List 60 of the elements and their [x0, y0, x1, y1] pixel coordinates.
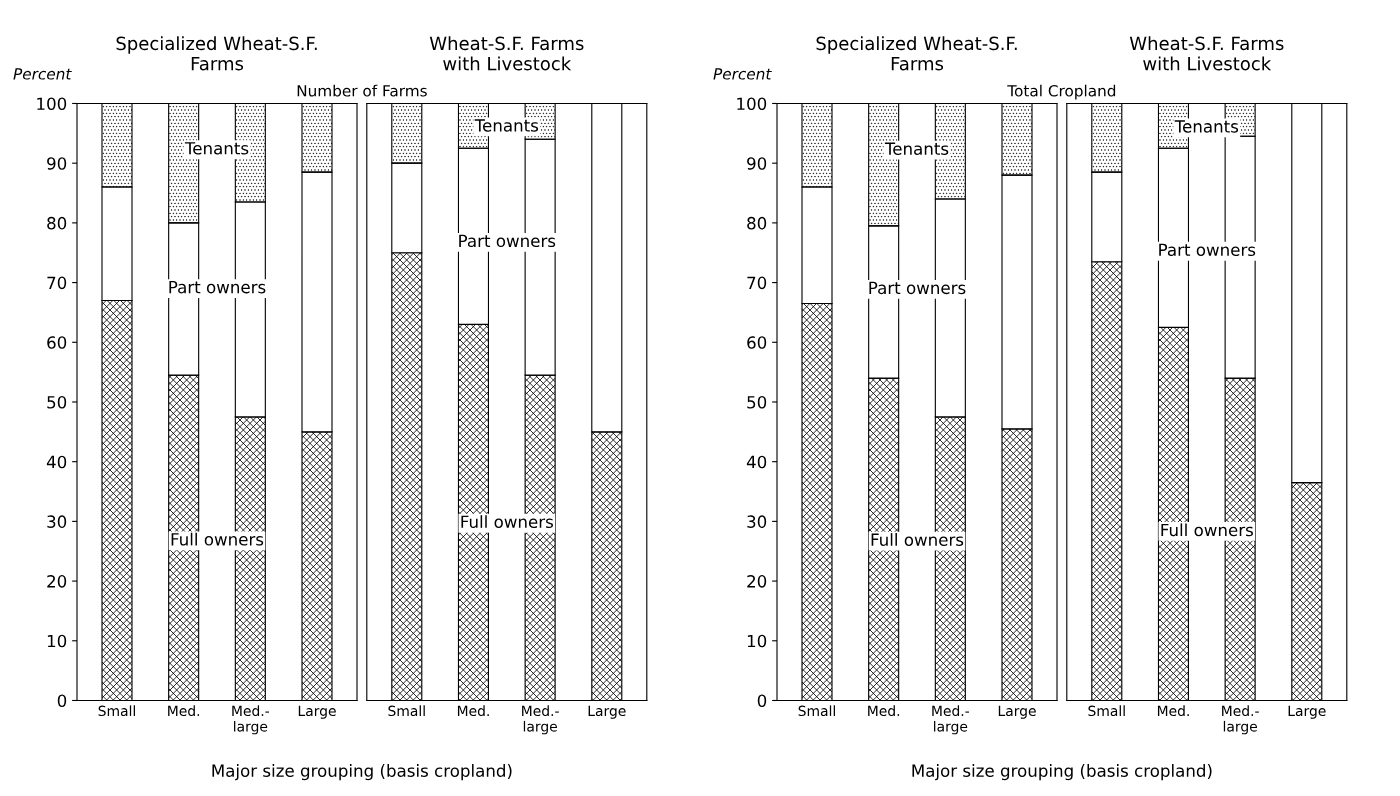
y-tick-label: 30 [747, 515, 767, 528]
x-tick-label: Med.- large [1222, 705, 1259, 735]
y-axis-title: Percent [13, 68, 72, 80]
x-tick-label: Med. [868, 705, 900, 717]
y-tick-label: 0 [757, 694, 767, 708]
series-label: Tenants [474, 119, 539, 132]
y-tick-label: 70 [747, 276, 767, 290]
chart-title: Wheat-S.F. Farms with Livestock [429, 36, 584, 71]
y-tick-label: 60 [47, 336, 67, 349]
chart-subtitle: Total Cropland [1007, 84, 1116, 100]
y-tick-label: 20 [47, 575, 67, 588]
y-tick-label: 100 [737, 97, 767, 111]
x-tick-label: Med. [1157, 705, 1189, 717]
x-tick-label: Med. [168, 705, 200, 717]
y-tick-label: 40 [746, 455, 767, 469]
x-tick-label: Large [998, 705, 1036, 719]
y-tick-label: 90 [747, 157, 767, 170]
y-tick-label: 70 [47, 276, 67, 290]
y-tick-label: 80 [747, 216, 767, 230]
x-tick-label: Small [388, 705, 425, 717]
y-tick-label: 90 [47, 157, 67, 170]
y-tick-label: 80 [47, 216, 67, 230]
x-tick-label: Large [588, 705, 626, 719]
y-tick-label: 10 [47, 634, 67, 648]
x-tick-label: Small [98, 705, 135, 717]
x-tick-label: Med.- large [232, 705, 270, 735]
x-tick-label: Small [798, 705, 835, 717]
chart-title: Wheat-S.F. Farms with Livestock [1129, 36, 1284, 71]
series-label: Tenants [184, 142, 249, 155]
y-tick-label: 0 [57, 694, 67, 708]
series-label: Full owners [171, 532, 264, 546]
y-tick-label: 50 [747, 395, 767, 409]
x-tick-label: Small [1088, 705, 1125, 717]
x-tick-label: Med.- large [522, 705, 559, 735]
y-tick-label: 30 [47, 515, 67, 528]
series-label: Part owners [1159, 243, 1256, 257]
series-label: Part owners [169, 281, 266, 294]
y-axis-title: Percent [713, 68, 772, 80]
series-label: Tenants [884, 142, 949, 155]
chart-title: Specialized Wheat-S.F. Farms [116, 36, 317, 71]
x-tick-label: Med.- large [932, 705, 970, 735]
chart-subtitle: Number of Farms [297, 84, 427, 97]
y-tick-label: 40 [46, 455, 67, 469]
series-label: Full owners [1161, 523, 1253, 537]
series-label: Part owners [869, 281, 966, 295]
x-axis-title: Major size grouping (basis cropland) [912, 764, 1212, 781]
y-tick-label: 100 [37, 97, 67, 111]
y-tick-label: 50 [47, 395, 67, 409]
x-tick-label: Med. [457, 705, 489, 717]
chart-title: Specialized Wheat-S.F. Farms [816, 36, 1017, 71]
series-label: Full owners [871, 533, 964, 546]
y-tick-label: 10 [747, 634, 767, 648]
series-label: Part owners [459, 234, 556, 248]
x-tick-label: Large [1288, 705, 1326, 719]
y-tick-label: 60 [747, 336, 767, 349]
series-label: Full owners [461, 515, 553, 529]
x-tick-label: Large [298, 705, 336, 719]
x-axis-title: Major size grouping (basis cropland) [212, 764, 512, 781]
series-label: Tenants [1174, 120, 1239, 133]
y-tick-label: 20 [747, 575, 767, 588]
